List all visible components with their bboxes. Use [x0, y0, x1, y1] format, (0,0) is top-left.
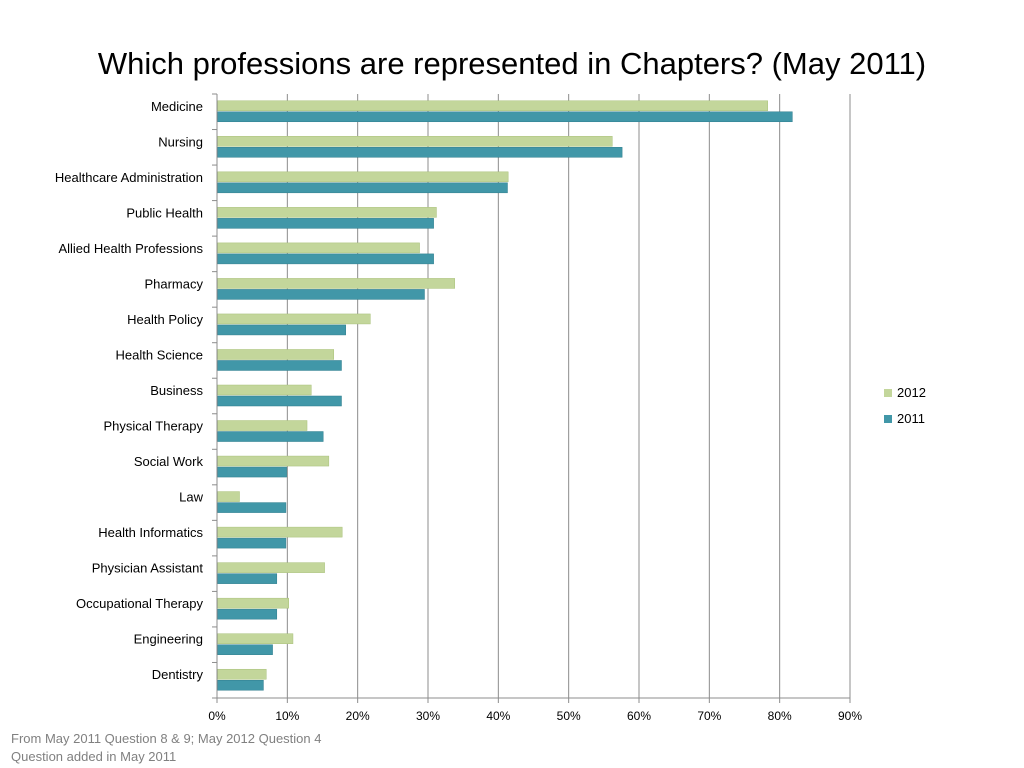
- bar-2012: [217, 633, 294, 644]
- footnote-added: Question added in May 2011: [11, 749, 177, 764]
- bar-2011: [217, 182, 508, 194]
- bar-2012: [217, 100, 768, 112]
- category-label: Engineering: [134, 632, 203, 647]
- footnote-source: From May 2011 Question 8 & 9; May 2012 Q…: [11, 731, 322, 746]
- category-label: Allied Health Professions: [58, 241, 203, 256]
- x-tick-label: 90%: [838, 709, 862, 723]
- x-tick-label: 20%: [346, 709, 370, 723]
- legend-label-2011: 2011: [897, 411, 925, 426]
- x-tick-label: 50%: [557, 709, 581, 723]
- bar-2011: [217, 502, 287, 513]
- bar-2011: [217, 147, 623, 158]
- category-label: Occupational Therapy: [76, 596, 203, 611]
- category-label: Health Informatics: [98, 525, 203, 540]
- category-label: Physician Assistant: [92, 561, 204, 576]
- category-label: Healthcare Administration: [55, 170, 203, 185]
- category-label: Medicine: [151, 99, 203, 114]
- category-label: Dentistry: [152, 667, 204, 682]
- x-tick-label: 0%: [208, 709, 226, 723]
- bar-2012: [217, 242, 420, 254]
- bar-2012: [217, 171, 509, 183]
- bar-2011: [217, 218, 434, 229]
- category-label: Health Policy: [127, 312, 203, 327]
- bar-2012: [217, 313, 371, 325]
- bar-2012: [217, 526, 343, 538]
- x-tick-label: 30%: [416, 709, 440, 723]
- x-tick-labels: 0% 10% 20% 30% 40% 50% 60% 70% 80% 90%: [208, 709, 862, 723]
- x-tick-label: 10%: [275, 709, 299, 723]
- x-tick-label: 40%: [486, 709, 510, 723]
- category-labels: Medicine Nursing Healthcare Administration…: [55, 99, 204, 682]
- x-tick-label: 80%: [768, 709, 792, 723]
- bar-2012: [217, 278, 455, 289]
- chart-title: Which professions are represented in Cha…: [97, 46, 927, 81]
- category-label: Pharmacy: [144, 276, 203, 291]
- bar-2011: [217, 537, 287, 549]
- gridlines: [286, 94, 851, 698]
- bar-2012: [217, 136, 613, 147]
- bar-2011: [217, 289, 425, 300]
- bar-2012: [217, 597, 289, 609]
- bar-2012: [217, 668, 267, 680]
- bar-2011: [217, 111, 793, 123]
- bar-2012: [217, 420, 308, 431]
- bar-2011: [217, 431, 324, 442]
- category-label: Social Work: [134, 454, 204, 469]
- bar-2011: [217, 395, 342, 407]
- bar-2011: [217, 253, 434, 265]
- bar-2012: [217, 349, 335, 360]
- category-label: Business: [150, 383, 203, 398]
- x-tick-label: 70%: [697, 709, 721, 723]
- category-label: Health Science: [116, 347, 203, 362]
- legend: 2012 2011: [884, 385, 926, 426]
- category-label: Physical Therapy: [104, 419, 204, 434]
- bar-2011: [217, 466, 287, 478]
- bar-2012: [217, 455, 330, 467]
- category-label: Nursing: [158, 134, 203, 149]
- legend-swatch-2012: [884, 389, 892, 397]
- category-label: Public Health: [126, 205, 203, 220]
- bar-2011: [217, 644, 273, 655]
- bar-2011: [217, 324, 346, 336]
- x-tick-label: 60%: [627, 709, 651, 723]
- bar-2012: [217, 384, 312, 396]
- bar-2011: [217, 679, 264, 691]
- legend-label-2012: 2012: [897, 385, 926, 400]
- bar-2011: [217, 608, 278, 620]
- bar-2011: [217, 573, 278, 584]
- category-label: Law: [179, 490, 203, 505]
- bar-2012: [217, 562, 325, 573]
- bars: [217, 100, 793, 691]
- bar-2011: [217, 360, 342, 371]
- bar-2012: [217, 207, 437, 218]
- bar-2012: [217, 491, 240, 502]
- legend-swatch-2011: [884, 415, 892, 423]
- axes: [212, 93, 851, 703]
